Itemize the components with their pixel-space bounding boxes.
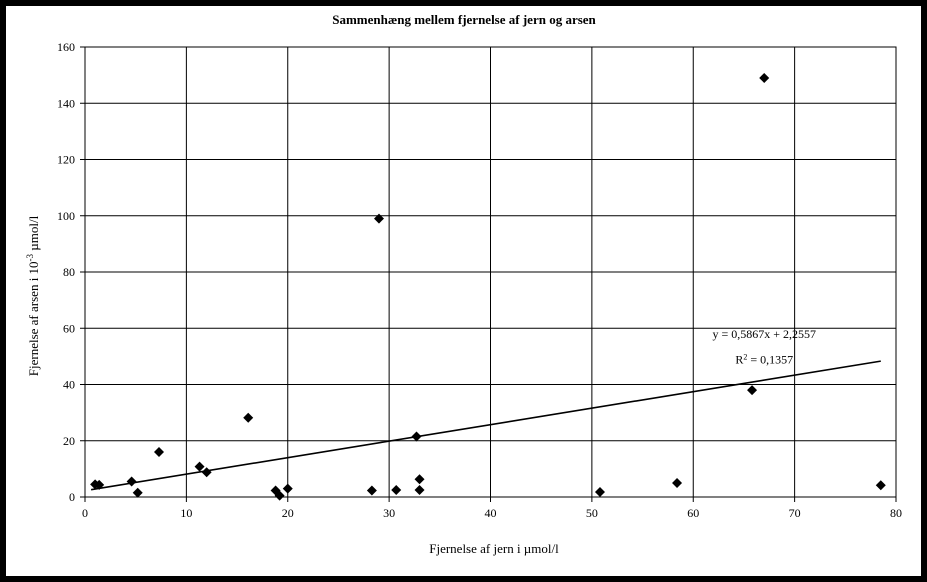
x-tick-label: 40 [485, 506, 497, 520]
y-tick-label: 160 [57, 40, 75, 54]
chart-area: Sammenhæng mellem fjernelse af jern og a… [6, 6, 921, 576]
data-point [194, 461, 205, 472]
y-tick-label: 80 [63, 265, 75, 279]
data-point [243, 412, 254, 423]
y-tick-label: 0 [69, 490, 75, 504]
trendline [90, 360, 881, 491]
data-point [391, 484, 402, 495]
x-tick-label: 70 [789, 506, 801, 520]
data-point [373, 213, 384, 224]
data-point [594, 486, 605, 497]
x-tick-label: 10 [180, 506, 192, 520]
x-tick-label: 0 [82, 506, 88, 520]
x-tick-label: 30 [383, 506, 395, 520]
data-point [132, 487, 143, 498]
data-point [274, 490, 285, 501]
trendline-equation: y = 0,5867x + 2,2557 [712, 327, 816, 341]
x-tick-label: 20 [282, 506, 294, 520]
x-axis-label: Fjernelse af jern i µmol/l [429, 541, 559, 556]
data-point [747, 385, 758, 396]
r-squared-label: R2 = 0,1357 [735, 352, 793, 367]
data-point [411, 431, 422, 442]
data-point [875, 480, 886, 491]
y-tick-label: 20 [63, 434, 75, 448]
x-tick-label: 60 [687, 506, 699, 520]
data-point [414, 474, 425, 485]
chart-title: Sammenhæng mellem fjernelse af jern og a… [332, 12, 596, 27]
data-point [94, 479, 105, 490]
y-tick-label: 40 [63, 378, 75, 392]
y-tick-label: 120 [57, 153, 75, 167]
data-point [759, 72, 770, 83]
scatter-chart: Sammenhæng mellem fjernelse af jern og a… [25, 12, 902, 556]
data-point [154, 447, 165, 457]
data-point [672, 477, 683, 488]
data-point [201, 467, 212, 478]
data-point [126, 476, 137, 487]
data-point [282, 483, 293, 494]
y-tick-label: 100 [57, 209, 75, 223]
x-tick-label: 80 [890, 506, 902, 520]
data-point [414, 484, 425, 495]
y-tick-label: 60 [63, 321, 75, 335]
x-tick-label: 50 [586, 506, 598, 520]
y-tick-label: 140 [57, 96, 75, 110]
y-axis-label: Fjernelse af arsen i 10-3 µmol/l [25, 215, 41, 376]
data-point [366, 485, 377, 496]
